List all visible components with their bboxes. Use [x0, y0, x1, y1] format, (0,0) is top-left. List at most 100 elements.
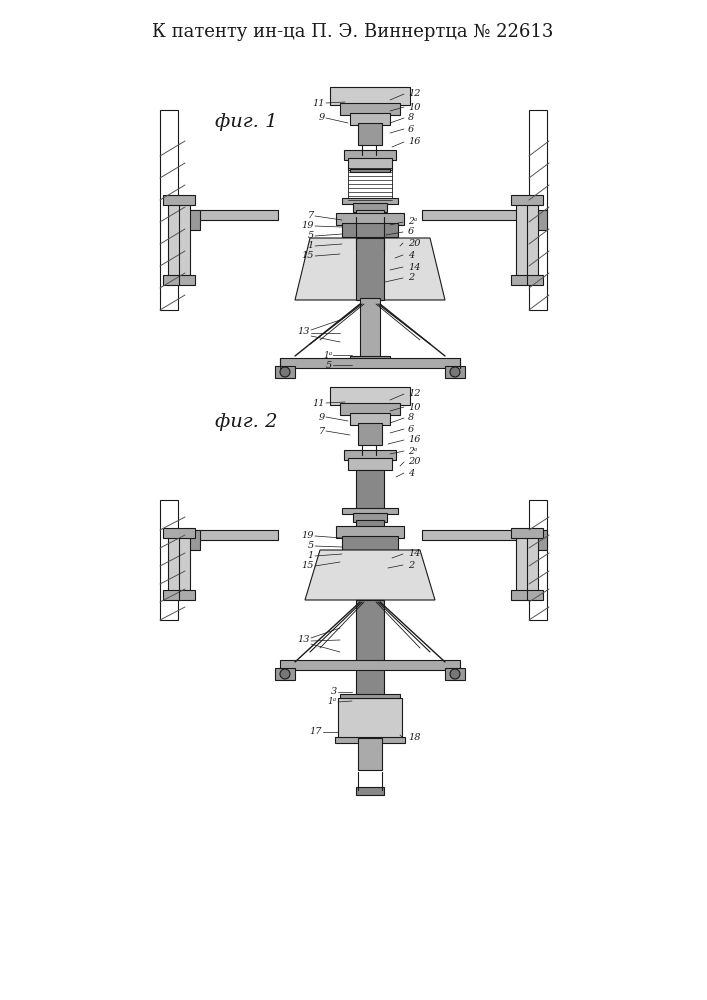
Text: 14: 14: [408, 262, 421, 271]
Text: 7: 7: [308, 212, 314, 221]
Bar: [356, 787, 384, 795]
Bar: [445, 668, 465, 680]
Text: 4: 4: [408, 250, 414, 259]
Text: 10: 10: [408, 103, 421, 111]
Bar: [275, 668, 295, 680]
Bar: [422, 210, 529, 220]
Bar: [342, 536, 398, 550]
Bar: [522, 530, 547, 550]
Bar: [348, 158, 392, 170]
Bar: [350, 413, 390, 425]
Bar: [163, 275, 195, 285]
Bar: [168, 535, 190, 595]
Bar: [356, 238, 384, 300]
Bar: [511, 275, 543, 285]
Bar: [168, 200, 190, 280]
Text: 15: 15: [301, 562, 314, 570]
Text: 11: 11: [312, 398, 325, 408]
Text: 5: 5: [326, 360, 332, 369]
Bar: [516, 200, 538, 280]
Text: 19: 19: [301, 532, 314, 540]
Bar: [330, 87, 410, 105]
Text: 18: 18: [408, 734, 421, 742]
Bar: [344, 450, 396, 460]
Text: 2: 2: [408, 273, 414, 282]
Text: 17: 17: [310, 728, 322, 736]
Bar: [358, 123, 382, 145]
Text: 8: 8: [408, 414, 414, 422]
Bar: [445, 366, 465, 378]
Bar: [340, 103, 400, 115]
Bar: [529, 500, 547, 620]
Bar: [160, 500, 178, 620]
Bar: [360, 298, 380, 360]
Bar: [353, 513, 387, 522]
Text: 16: 16: [408, 436, 421, 444]
Bar: [175, 530, 200, 550]
Text: 5: 5: [308, 542, 314, 550]
Bar: [342, 508, 398, 514]
Text: 4: 4: [408, 468, 414, 478]
Bar: [280, 358, 460, 368]
Bar: [163, 590, 195, 600]
Bar: [340, 694, 400, 698]
Bar: [356, 470, 384, 510]
Bar: [350, 113, 390, 125]
Text: 6: 6: [408, 424, 414, 434]
Text: 1ᵃ: 1ᵃ: [328, 698, 337, 706]
Polygon shape: [305, 550, 435, 600]
Text: 6: 6: [408, 228, 414, 236]
Bar: [511, 195, 543, 205]
Text: фиг. 1: фиг. 1: [215, 113, 278, 131]
Bar: [511, 528, 543, 538]
Bar: [353, 203, 387, 212]
Bar: [336, 526, 404, 538]
Bar: [522, 210, 547, 230]
Bar: [330, 387, 410, 405]
Text: 19: 19: [301, 222, 314, 231]
Bar: [529, 110, 547, 310]
Text: 13: 13: [298, 636, 310, 645]
Text: 12: 12: [408, 90, 421, 99]
Bar: [280, 660, 460, 670]
Bar: [342, 198, 398, 204]
Bar: [356, 215, 384, 250]
Text: 5: 5: [308, 232, 314, 240]
Circle shape: [280, 669, 290, 679]
Bar: [360, 699, 380, 704]
Polygon shape: [295, 238, 445, 300]
Bar: [350, 169, 390, 172]
Bar: [356, 600, 384, 700]
Text: 2: 2: [408, 560, 414, 570]
Text: 20: 20: [408, 238, 421, 247]
Bar: [358, 738, 382, 770]
Bar: [336, 213, 404, 225]
Text: 1: 1: [308, 552, 314, 560]
Bar: [175, 210, 200, 230]
Bar: [516, 535, 538, 595]
Bar: [348, 458, 392, 470]
Text: 20: 20: [408, 458, 421, 466]
Circle shape: [450, 367, 460, 377]
Bar: [340, 403, 400, 415]
Text: К патенту ин-ца П. Э. Виннертца № 22613: К патенту ин-ца П. Э. Виннертца № 22613: [152, 23, 554, 41]
Text: 12: 12: [408, 389, 421, 398]
Text: 14: 14: [408, 550, 421, 558]
Text: 11: 11: [312, 99, 325, 107]
Text: 1: 1: [308, 241, 314, 250]
Text: 7: 7: [319, 426, 325, 436]
Text: 2ᵃ: 2ᵃ: [408, 218, 417, 227]
Bar: [511, 590, 543, 600]
Bar: [422, 530, 529, 540]
Bar: [356, 210, 384, 217]
Text: 9: 9: [319, 113, 325, 122]
Bar: [344, 150, 396, 160]
Bar: [160, 110, 178, 310]
Bar: [358, 423, 382, 445]
Circle shape: [280, 367, 290, 377]
Text: 9: 9: [319, 412, 325, 422]
Bar: [350, 356, 390, 364]
Circle shape: [450, 669, 460, 679]
Text: 2ᵃ: 2ᵃ: [408, 446, 417, 456]
Text: 1ᵃ: 1ᵃ: [323, 351, 332, 360]
